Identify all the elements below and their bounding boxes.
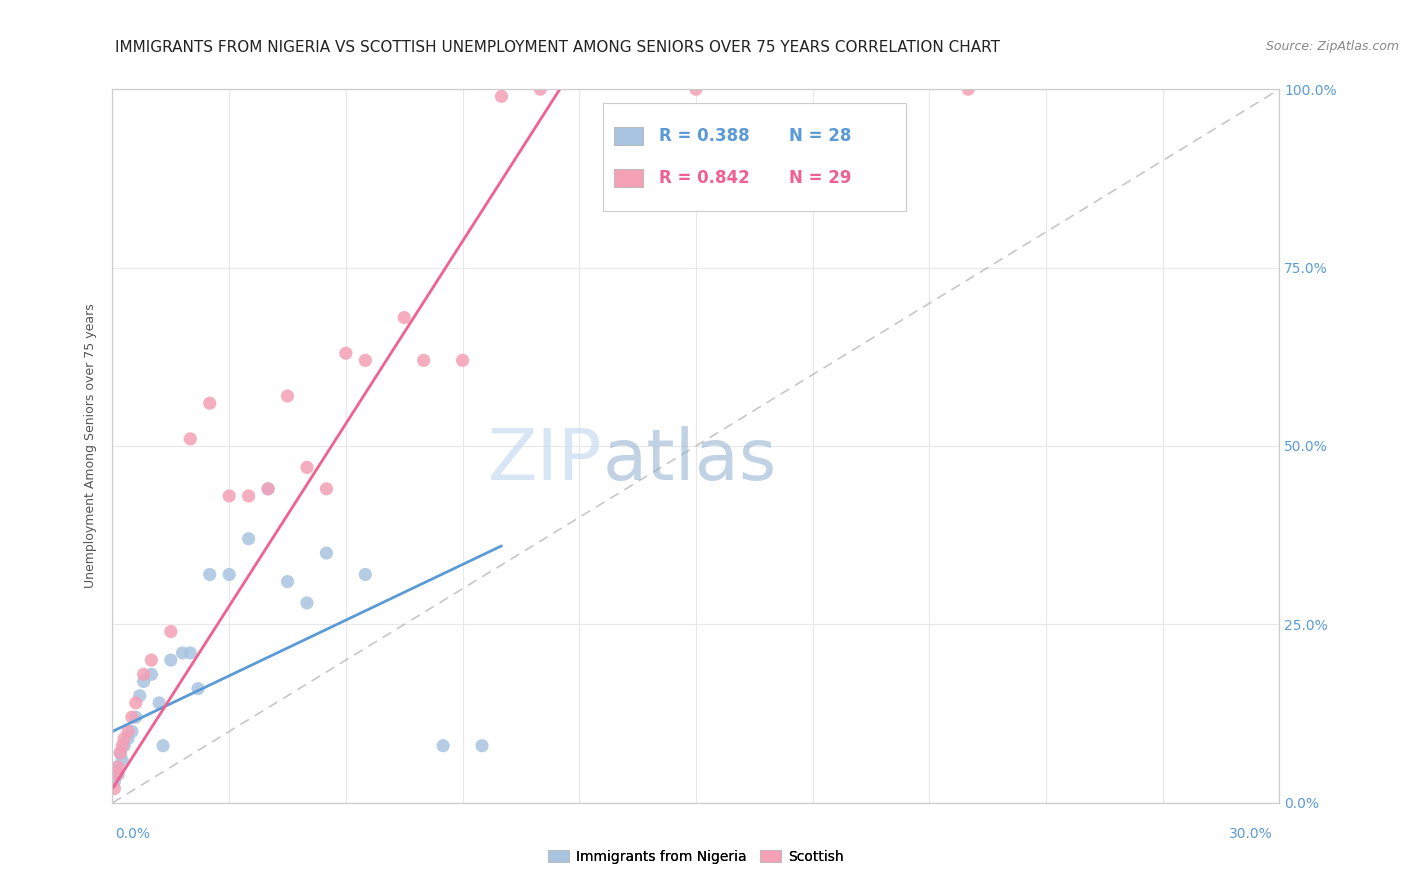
- Point: [491, 89, 513, 103]
- Point: [117, 724, 139, 739]
- Point: [238, 489, 260, 503]
- Point: [276, 574, 298, 589]
- Point: [160, 624, 183, 639]
- Point: [107, 767, 129, 781]
- Point: [295, 460, 318, 475]
- Text: N = 29: N = 29: [789, 169, 852, 187]
- Point: [111, 753, 134, 767]
- Point: [132, 667, 155, 681]
- Point: [141, 653, 163, 667]
- Text: 30.0%: 30.0%: [1229, 827, 1272, 841]
- Point: [432, 739, 454, 753]
- Point: [148, 696, 170, 710]
- Point: [172, 646, 194, 660]
- Point: [529, 82, 551, 96]
- Point: [257, 482, 280, 496]
- Point: [132, 674, 155, 689]
- Point: [105, 760, 128, 774]
- Point: [111, 739, 134, 753]
- FancyBboxPatch shape: [614, 127, 644, 145]
- Point: [128, 689, 150, 703]
- Text: R = 0.842: R = 0.842: [658, 169, 749, 187]
- Point: [198, 567, 221, 582]
- Text: Source: ZipAtlas.com: Source: ZipAtlas.com: [1265, 40, 1399, 54]
- Point: [412, 353, 434, 368]
- FancyBboxPatch shape: [603, 103, 905, 211]
- Point: [295, 596, 318, 610]
- Point: [179, 432, 201, 446]
- Point: [117, 731, 139, 746]
- FancyBboxPatch shape: [614, 169, 644, 187]
- Point: [103, 774, 125, 789]
- Text: N = 28: N = 28: [789, 127, 852, 145]
- Point: [218, 489, 240, 503]
- Point: [471, 739, 494, 753]
- Point: [112, 739, 135, 753]
- Point: [354, 567, 377, 582]
- Text: 0.0%: 0.0%: [115, 827, 150, 841]
- Point: [107, 760, 129, 774]
- Point: [105, 767, 128, 781]
- Point: [121, 710, 143, 724]
- Y-axis label: Unemployment Among Seniors over 75 years: Unemployment Among Seniors over 75 years: [83, 303, 97, 589]
- Point: [198, 396, 221, 410]
- Point: [152, 739, 174, 753]
- Point: [103, 781, 125, 796]
- Point: [112, 731, 135, 746]
- Point: [141, 667, 163, 681]
- Point: [160, 653, 183, 667]
- Point: [315, 546, 337, 560]
- Point: [218, 567, 240, 582]
- Point: [685, 82, 707, 96]
- Text: R = 0.388: R = 0.388: [658, 127, 749, 145]
- Legend: Immigrants from Nigeria, Scottish: Immigrants from Nigeria, Scottish: [548, 850, 844, 863]
- Point: [238, 532, 260, 546]
- Text: IMMIGRANTS FROM NIGERIA VS SCOTTISH UNEMPLOYMENT AMONG SENIORS OVER 75 YEARS COR: IMMIGRANTS FROM NIGERIA VS SCOTTISH UNEM…: [115, 40, 1000, 55]
- Point: [957, 82, 980, 96]
- Point: [179, 646, 201, 660]
- Point: [125, 696, 148, 710]
- Point: [394, 310, 416, 325]
- Point: [257, 482, 280, 496]
- Point: [335, 346, 357, 360]
- Point: [121, 724, 143, 739]
- Text: atlas: atlas: [603, 425, 778, 495]
- Point: [315, 482, 337, 496]
- Point: [110, 746, 132, 760]
- Point: [451, 353, 474, 368]
- Text: ZIP: ZIP: [488, 425, 603, 495]
- Point: [276, 389, 298, 403]
- Point: [187, 681, 209, 696]
- Point: [354, 353, 377, 368]
- Point: [110, 746, 132, 760]
- Point: [125, 710, 148, 724]
